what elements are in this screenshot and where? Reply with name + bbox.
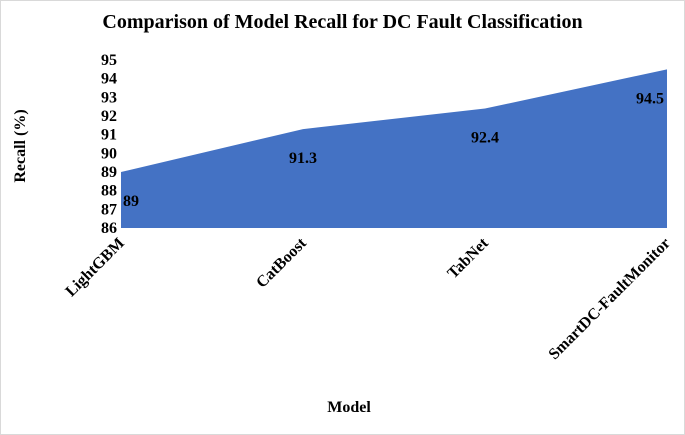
x-tick-label: LightGBM [62, 235, 127, 300]
x-tick-label: CatBoost [253, 234, 310, 291]
y-tick-label: 88 [101, 183, 117, 200]
y-tick-label: 94 [101, 71, 117, 88]
y-tick-label: 90 [101, 145, 117, 162]
x-tick-label: TabNet [444, 234, 492, 282]
x-axis-ticks: LightGBM CatBoost TabNet SmartDC-FaultMonit… [62, 234, 673, 363]
recall-area-series [121, 69, 667, 228]
data-label: 92.4 [471, 130, 499, 147]
y-tick-label: 89 [101, 164, 117, 181]
y-tick-label: 95 [101, 52, 117, 69]
chart-title: Comparison of Model Recall for DC Fault … [102, 11, 583, 33]
data-label: 94.5 [636, 90, 664, 107]
y-tick-label: 87 [101, 201, 117, 218]
data-label: 91.3 [289, 150, 317, 167]
x-axis-title: Model [327, 399, 371, 416]
y-tick-label: 91 [101, 127, 117, 144]
y-tick-label: 86 [101, 220, 117, 237]
data-labels: 89 91.3 92.4 94.5 [123, 90, 664, 210]
y-tick-label: 93 [101, 89, 117, 106]
data-label: 89 [123, 193, 139, 210]
y-tick-label: 92 [101, 108, 117, 125]
x-tick-label: SmartDC-FaultMonitor [546, 235, 674, 363]
y-axis-title: Recall (%) [12, 109, 29, 182]
